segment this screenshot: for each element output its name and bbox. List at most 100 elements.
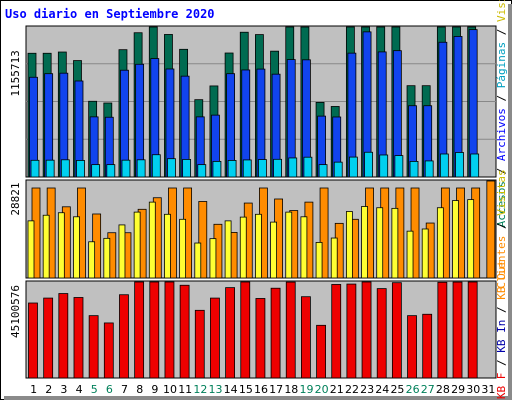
visitas-bar-day-16 [255, 213, 262, 279]
legend-part-1-3: Archivos [495, 108, 508, 161]
legend-part-1-1: Accesos [495, 181, 508, 227]
visitas-bar-day-10 [164, 213, 171, 279]
clientes-bar-day-31 [486, 180, 496, 279]
kbf-bar-day-27 [422, 313, 433, 379]
visitas-bar-day-27 [421, 228, 429, 279]
legend-part-1-4: / [495, 88, 508, 108]
kbf-bar-day-29 [452, 281, 463, 379]
kbf-bar-day-25 [391, 282, 402, 379]
kbf-bar-day-21 [331, 284, 342, 379]
panel-2-legend: Clientes / Visitas [495, 169, 508, 288]
day-label-18: 18 [284, 383, 298, 396]
visitas-bar-day-20 [315, 242, 323, 279]
kbf-bar-day-9 [149, 281, 160, 379]
paginas-bar-day-13 [212, 161, 222, 178]
day-label-13: 13 [209, 383, 223, 396]
panel-1-legend: Accesos / Archivos / Páginas / Visitas [495, 0, 508, 227]
visitas-bar-day-11 [179, 218, 187, 279]
visitas-bar-day-21 [330, 237, 338, 279]
paginas-bar-day-5 [91, 164, 101, 178]
panel-2-ymax-label: 28821 [9, 182, 22, 215]
paginas-bar-day-2 [45, 159, 55, 178]
paginas-bar-day-7 [121, 159, 131, 178]
kbf-bar-day-19 [301, 296, 311, 379]
visitas-bar-day-30 [467, 199, 475, 279]
kbf-bar-day-6 [103, 322, 114, 379]
day-label-9: 9 [151, 383, 158, 396]
legend-part-3-3: KB In [495, 320, 508, 353]
paginas-bar-day-6 [106, 164, 116, 178]
kbf-bar-day-24 [376, 288, 387, 379]
day-label-5: 5 [91, 383, 98, 396]
paginas-bar-day-16 [258, 159, 267, 178]
legend-part-2-3: Visitas [495, 169, 508, 215]
day-label-4: 4 [76, 383, 83, 396]
paginas-bar-day-14 [227, 160, 237, 178]
paginas-bar-day-30 [470, 153, 480, 178]
paginas-bar-day-11 [182, 159, 192, 178]
day-label-12: 12 [193, 383, 207, 396]
kbf-bar-day-28 [437, 281, 448, 379]
paginas-bar-day-18 [288, 157, 298, 178]
visitas-bar-day-24 [376, 207, 384, 279]
day-label-21: 21 [330, 383, 344, 396]
kbf-bar-day-5 [88, 315, 99, 379]
kbf-bar-day-12 [194, 309, 205, 379]
kbf-bar-day-16 [255, 298, 266, 379]
day-label-17: 17 [269, 383, 283, 396]
visitas-bar-day-8 [133, 211, 141, 279]
visitas-bar-day-2 [42, 214, 50, 279]
paginas-bar-day-17 [273, 158, 282, 178]
kbf-bar-day-10 [164, 281, 175, 379]
day-label-30: 30 [466, 383, 480, 396]
visitas-bar-day-14 [224, 220, 232, 279]
visitas-bar-day-28 [436, 207, 444, 279]
paginas-bar-day-1 [30, 159, 40, 178]
day-label-26: 26 [406, 383, 420, 396]
kbf-bar-day-18 [285, 281, 296, 379]
legend-part-1-5: Páginas [495, 42, 508, 88]
kbf-bar-day-11 [179, 284, 190, 379]
day-label-14: 14 [224, 383, 238, 396]
visitas-bar-day-17 [270, 221, 277, 279]
day-label-23: 23 [360, 383, 374, 396]
paginas-bar-day-28 [439, 153, 449, 178]
clientes-bar-day-12 [198, 201, 208, 279]
visitas-bar-day-4 [73, 216, 80, 279]
day-label-24: 24 [375, 383, 389, 396]
day-label-28: 28 [436, 383, 450, 396]
paginas-bar-day-12 [197, 164, 207, 178]
day-label-15: 15 [239, 383, 253, 396]
frame-shadow-bottom [4, 396, 512, 400]
kbf-bar-day-15 [240, 281, 251, 379]
visitas-bar-day-26 [406, 230, 414, 279]
panel-3-legend: KB F / KB In / KB Out [495, 260, 508, 399]
visitas-bar-day-23 [361, 206, 368, 279]
visitas-bar-day-18 [285, 211, 293, 279]
day-label-20: 20 [315, 383, 329, 396]
kbf-bar-day-13 [210, 297, 220, 379]
day-label-22: 22 [345, 383, 359, 396]
paginas-bar-day-9 [151, 154, 161, 178]
day-label-1: 1 [30, 383, 37, 396]
kbf-bar-day-30 [467, 281, 478, 379]
kbf-bar-day-2 [43, 297, 54, 379]
day-label-11: 11 [178, 383, 192, 396]
day-label-16: 16 [254, 383, 268, 396]
paginas-bar-day-21 [333, 161, 343, 178]
legend-part-3-5: KB Out [495, 260, 508, 300]
legend-part-3-2: / [495, 353, 508, 373]
legend-part-2-2: / [495, 216, 508, 236]
kbf-bar-day-23 [361, 281, 372, 379]
visitas-bar-day-9 [148, 201, 156, 279]
day-label-8: 8 [136, 383, 143, 396]
visitas-bar-day-7 [118, 224, 126, 279]
paginas-bar-day-3 [60, 159, 70, 178]
paginas-bar-day-10 [167, 158, 176, 178]
legend-part-1-6: / [495, 22, 508, 42]
frame-shadow-right [508, 4, 512, 400]
legend-part-3-4: / [495, 300, 508, 320]
visitas-bar-day-19 [300, 216, 308, 279]
visitas-bar-day-5 [88, 241, 96, 279]
visitas-bar-day-29 [452, 200, 459, 279]
